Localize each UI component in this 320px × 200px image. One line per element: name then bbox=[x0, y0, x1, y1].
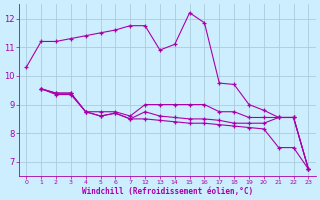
X-axis label: Windchill (Refroidissement éolien,°C): Windchill (Refroidissement éolien,°C) bbox=[82, 187, 253, 196]
